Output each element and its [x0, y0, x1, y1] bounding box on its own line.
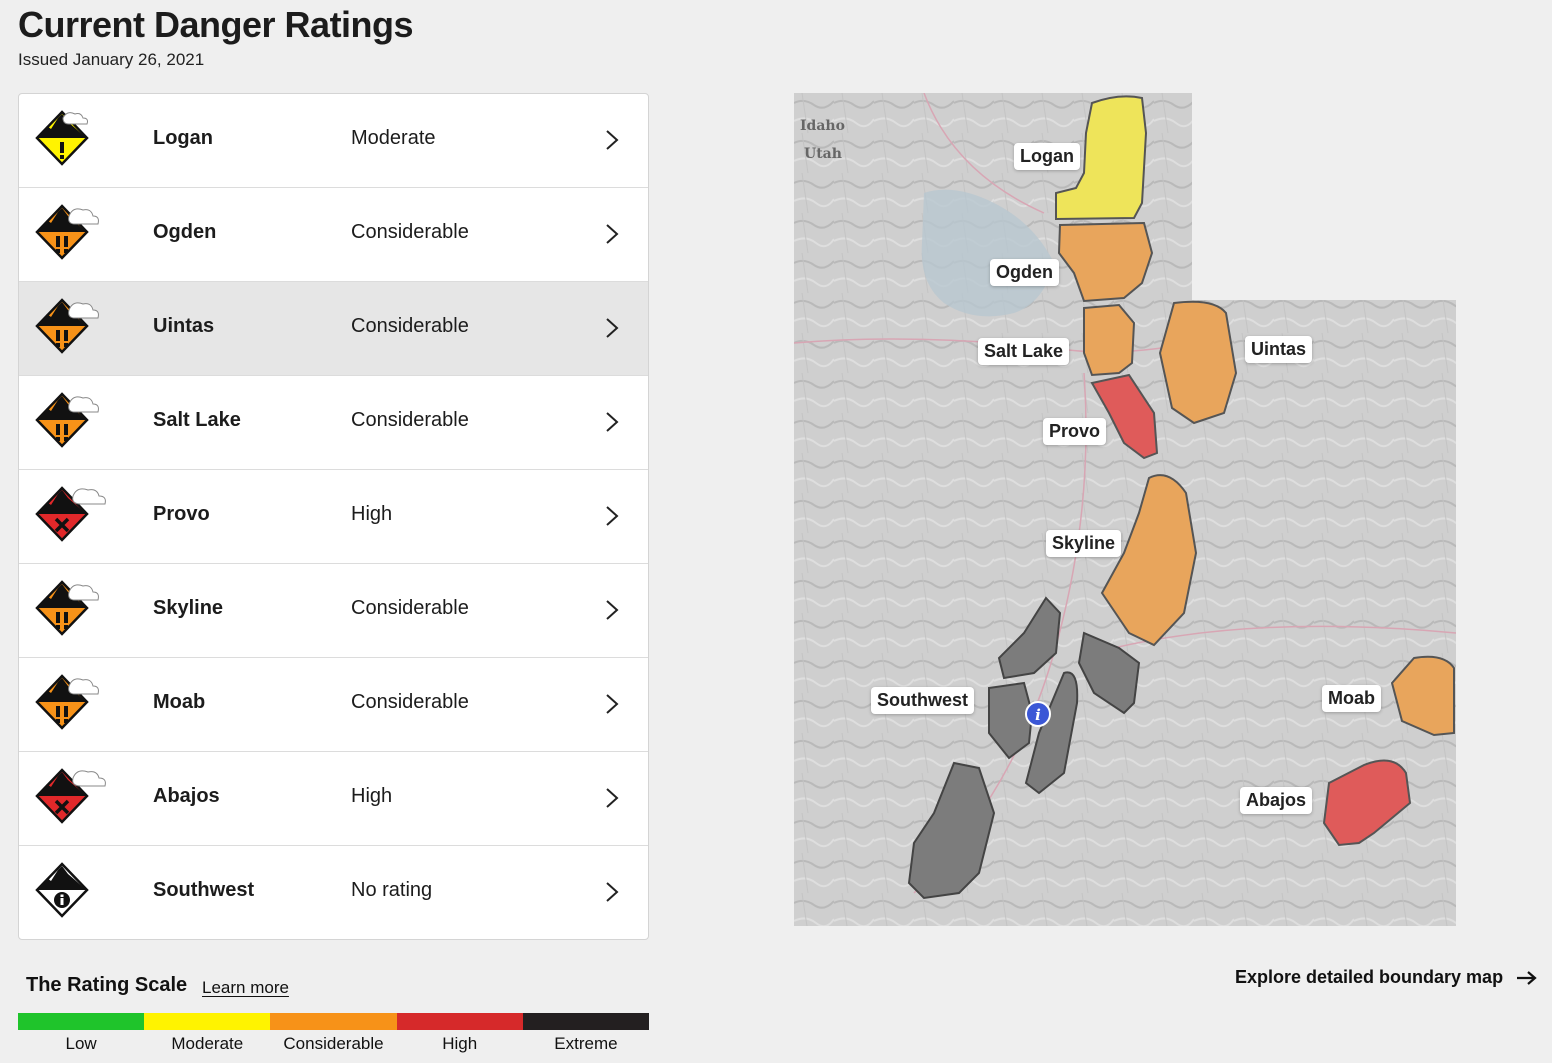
danger-no-rating-icon: [35, 862, 89, 918]
explore-link-label: Explore detailed boundary map: [1235, 967, 1504, 987]
rating-scale-title: The Rating Scale: [26, 974, 188, 996]
map-state-label-idaho: Idaho: [800, 118, 845, 134]
zone-row-uintas[interactable]: Uintas Considerable: [19, 282, 648, 376]
chevron-right-icon[interactable]: [605, 599, 619, 621]
chevron-right-icon[interactable]: [605, 787, 619, 809]
road: [1093, 625, 1456, 654]
zone-name: Southwest: [153, 879, 255, 901]
zone-row-logan[interactable]: Logan Moderate: [19, 94, 648, 188]
zone-area-uintas: [1158, 300, 1238, 425]
zone-area-southwest: [997, 596, 1062, 680]
map-label-provo[interactable]: Provo: [1043, 418, 1107, 445]
danger-considerable-icon: [35, 298, 99, 354]
zone-area-abajos: [1322, 759, 1412, 847]
scale-segment-considerable: [270, 1013, 397, 1030]
arrow-right-icon: [1517, 971, 1537, 986]
zone-rating: Considerable: [351, 409, 469, 431]
danger-considerable-icon: [35, 580, 99, 636]
danger-considerable-icon: [35, 204, 99, 260]
zone-row-abajos[interactable]: Abajos High: [19, 752, 648, 846]
zone-name: Moab: [153, 691, 206, 713]
zone-name: Salt Lake: [153, 409, 241, 431]
zone-rating: High: [351, 785, 393, 807]
zone-area-logan: [1055, 95, 1148, 221]
map-state-label-utah: Utah: [804, 146, 842, 162]
danger-high-icon: [35, 486, 106, 542]
map-label-ogden[interactable]: Ogden: [990, 259, 1059, 286]
zone-name: Provo: [153, 503, 210, 525]
map-label-uintas[interactable]: Uintas: [1245, 336, 1313, 363]
map-label-southwest[interactable]: Southwest: [871, 687, 975, 714]
zone-name: Skyline: [153, 597, 224, 619]
road: [923, 93, 1045, 214]
zone-name: Ogden: [153, 221, 217, 243]
map-label-logan[interactable]: Logan: [1014, 143, 1080, 170]
scale-segment-high: [396, 1013, 523, 1030]
explore-boundary-map-link[interactable]: Explore detailed boundary map: [1235, 967, 1538, 988]
zone-name: Logan: [153, 127, 213, 149]
zone-area-salt-lake: [1083, 303, 1136, 377]
zone-row-salt-lake[interactable]: Salt Lake Considerable: [19, 376, 648, 470]
learn-more-link[interactable]: Learn more: [202, 978, 289, 997]
page-title: Current Danger Ratings: [18, 4, 414, 45]
zone-row-southwest[interactable]: Southwest No rating: [19, 846, 648, 939]
chevron-right-icon[interactable]: [605, 129, 619, 151]
scale-label: Low: [65, 1034, 97, 1053]
zone-list: Logan Moderate Ogden Considerable Uintas…: [18, 93, 649, 940]
zone-row-skyline[interactable]: Skyline Considerable: [19, 564, 648, 658]
scale-segment-moderate: [144, 1013, 271, 1030]
zone-rating: Considerable: [351, 597, 469, 619]
info-marker-icon: [1025, 701, 1051, 727]
zone-name: Uintas: [153, 315, 215, 337]
utah-map[interactable]: i: [794, 93, 1456, 926]
danger-considerable-icon: [35, 392, 99, 448]
zone-area-southwest: [1024, 671, 1079, 795]
svg-text:i: i: [1035, 706, 1041, 724]
map-label-moab[interactable]: Moab: [1322, 685, 1381, 712]
chevron-right-icon[interactable]: [605, 505, 619, 527]
scale-label: High: [442, 1034, 478, 1053]
zone-area-moab: [1390, 655, 1455, 737]
scale-label: Considerable: [283, 1034, 384, 1053]
scale-segment-extreme: [522, 1013, 650, 1030]
danger-high-icon: [35, 768, 106, 824]
chevron-right-icon[interactable]: [605, 693, 619, 715]
zone-area-skyline: [1100, 474, 1198, 647]
zone-area-southwest: [907, 761, 996, 900]
scale-segment-low: [18, 1013, 145, 1030]
zone-area-southwest: [1077, 631, 1141, 715]
zone-rating: No rating: [351, 879, 433, 901]
rating-scale-labels: Low Moderate Considerable High Extreme: [18, 1034, 649, 1054]
rating-scale-bar: [18, 1013, 650, 1030]
map-label-skyline[interactable]: Skyline: [1046, 530, 1122, 557]
zone-rating: Moderate: [351, 127, 436, 149]
zone-rating: Considerable: [351, 221, 469, 243]
scale-label: Moderate: [171, 1034, 244, 1053]
zone-rating: High: [351, 503, 393, 525]
issued-date: Issued January 26, 2021: [18, 50, 205, 69]
forecast-map[interactable]: i Idaho Utah Logan Ogden Salt Lake Uinta…: [794, 93, 1456, 926]
zone-rating: Considerable: [351, 691, 469, 713]
zone-rating: Considerable: [351, 315, 469, 337]
chevron-right-icon[interactable]: [605, 881, 619, 903]
chevron-right-icon[interactable]: [605, 411, 619, 433]
zone-area-southwest: [988, 681, 1034, 760]
scale-label: Extreme: [554, 1034, 618, 1053]
zone-area-ogden: [1057, 221, 1154, 303]
map-label-abajos[interactable]: Abajos: [1240, 787, 1313, 814]
zone-row-ogden[interactable]: Ogden Considerable: [19, 188, 648, 282]
zone-row-provo[interactable]: Provo High: [19, 470, 648, 564]
zone-name: Abajos: [153, 785, 220, 807]
danger-moderate-icon: [35, 110, 89, 166]
map-label-salt-lake[interactable]: Salt Lake: [978, 338, 1070, 365]
zone-area-provo: [1090, 373, 1159, 460]
zone-row-moab[interactable]: Moab Considerable: [19, 658, 648, 752]
chevron-right-icon[interactable]: [605, 317, 619, 339]
chevron-right-icon[interactable]: [605, 223, 619, 245]
danger-considerable-icon: [35, 674, 99, 730]
